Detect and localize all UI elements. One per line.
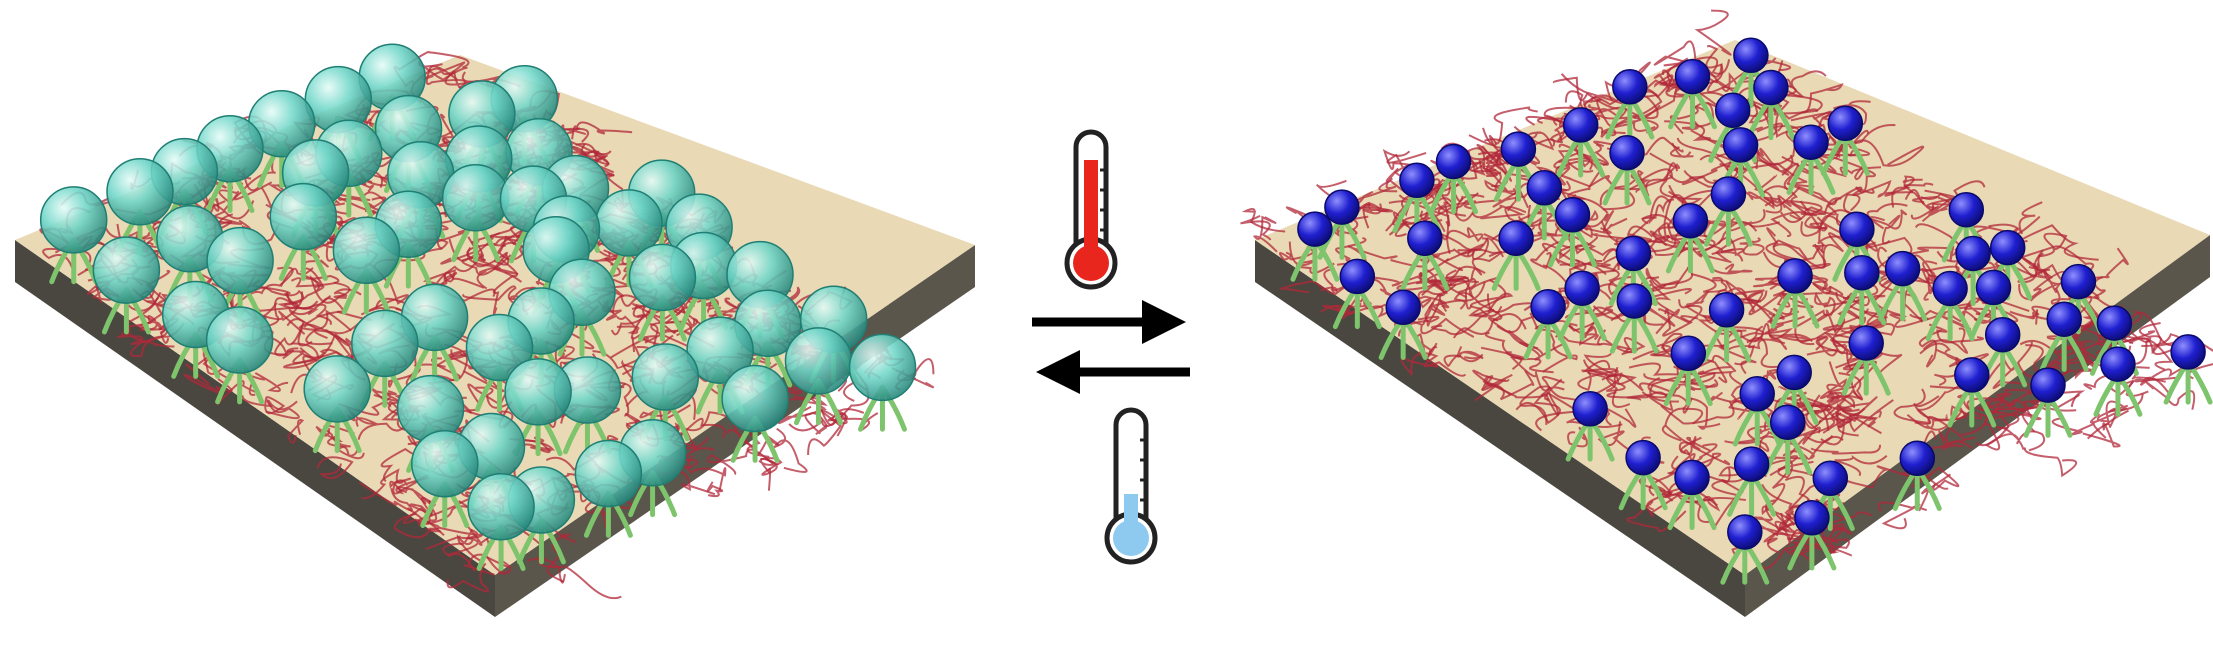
right-substrate-side-left xyxy=(1255,240,1745,617)
collapsed-state-panel xyxy=(1240,9,2213,617)
reversible-transition xyxy=(1032,129,1190,565)
left-particles xyxy=(39,43,917,541)
thermometer-hot-icon xyxy=(1064,129,1118,290)
reverse-arrow xyxy=(1036,350,1190,394)
left-substrate-side-left xyxy=(15,240,495,617)
thermometer-cold-icon xyxy=(1104,407,1158,565)
swollen-state-panel xyxy=(15,43,975,617)
right-substrate-side-right xyxy=(1745,235,2210,617)
right-particles xyxy=(1297,37,2206,550)
forward-arrow xyxy=(1032,300,1186,344)
